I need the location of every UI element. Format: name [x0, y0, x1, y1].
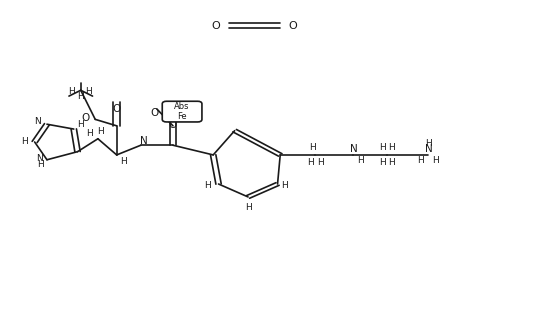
- Text: O: O: [288, 21, 297, 31]
- Text: O: O: [113, 104, 121, 114]
- Text: N: N: [140, 136, 147, 146]
- Text: N: N: [34, 117, 40, 126]
- Text: H: H: [37, 160, 44, 169]
- FancyBboxPatch shape: [162, 101, 202, 122]
- Text: H: H: [245, 203, 251, 212]
- Text: H: H: [307, 157, 314, 167]
- Text: Abs
Fe: Abs Fe: [174, 102, 190, 121]
- Text: H: H: [281, 181, 288, 190]
- Text: H: H: [417, 156, 424, 165]
- Text: N: N: [350, 144, 357, 154]
- Text: N: N: [425, 144, 433, 154]
- Text: H: H: [357, 156, 364, 165]
- Text: H: H: [68, 87, 74, 96]
- Text: H: H: [77, 120, 84, 129]
- Text: H: H: [85, 87, 92, 96]
- Text: H: H: [120, 157, 127, 166]
- Text: H: H: [22, 138, 29, 146]
- Text: H: H: [432, 156, 439, 165]
- Text: H: H: [78, 92, 84, 101]
- Text: H: H: [389, 157, 395, 167]
- Text: H: H: [425, 139, 432, 148]
- Text: O: O: [150, 108, 158, 118]
- Text: H: H: [379, 143, 385, 152]
- Text: O: O: [211, 21, 220, 31]
- Text: O: O: [169, 120, 177, 130]
- Text: H: H: [379, 157, 385, 167]
- Text: O: O: [81, 113, 89, 124]
- Text: H: H: [317, 157, 324, 167]
- Text: H: H: [86, 129, 93, 139]
- Text: N: N: [37, 154, 43, 163]
- Text: H: H: [309, 143, 316, 152]
- Text: ⁻: ⁻: [161, 105, 167, 115]
- Text: H: H: [204, 181, 211, 190]
- Text: H: H: [389, 143, 395, 152]
- Text: H: H: [97, 127, 104, 136]
